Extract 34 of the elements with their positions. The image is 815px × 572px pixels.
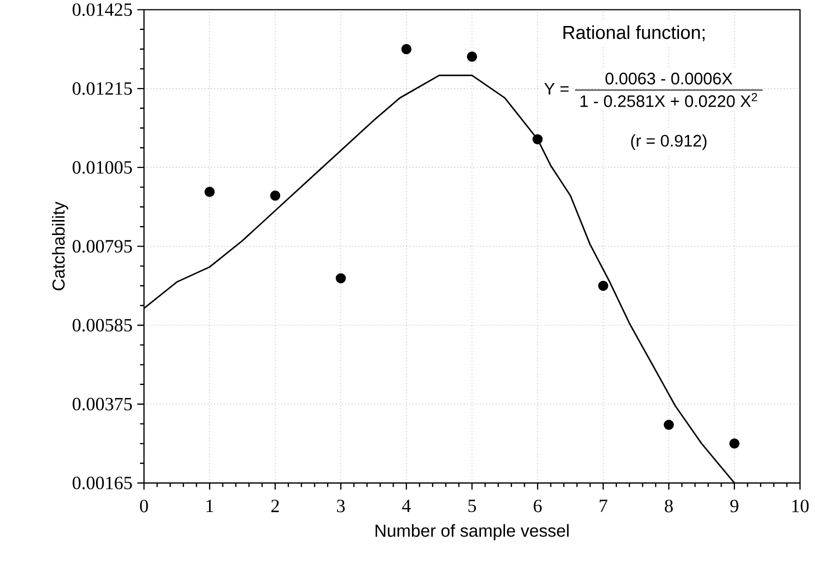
annotation: Y = [544, 82, 569, 94]
x-tick-label: 6 [534, 500, 542, 512]
annotation: 0.0063 - 0.0006X [606, 72, 732, 84]
point [598, 280, 608, 291]
point [664, 420, 674, 430]
annotation: (r = 0.912) [631, 134, 706, 150]
point [336, 273, 346, 284]
x-tick-label: 5 [468, 500, 476, 512]
x-tick-label: 4 [402, 500, 411, 512]
point [270, 190, 280, 201]
y-axis-title: Catchability [52, 202, 68, 290]
x-tick-label: 7 [600, 500, 608, 512]
annotation: 1 - 0.2581X + 0.0220 X$^{2}$ [580, 92, 758, 108]
x-tick-label: 0 [140, 500, 148, 512]
x-tick-label: 1 [206, 500, 214, 512]
x-tick-label: 10 [792, 500, 809, 512]
y-tick-label: 0.00585 [72, 318, 132, 332]
x-tick-label: 2 [271, 500, 279, 512]
x-tick-label: 9 [730, 500, 738, 512]
point [532, 134, 543, 144]
x-tick-label: 8 [664, 500, 673, 512]
y-tick-label: 0.00375 [72, 398, 132, 410]
y-tick-label: 0.01425 [72, 3, 132, 16]
x-axis-title: Number of sample vessel [376, 524, 569, 540]
point [466, 52, 478, 62]
y-tick-label: 0.01215 [72, 82, 132, 95]
annotation: Rational function; [564, 25, 705, 42]
x-tick-label: 3 [337, 500, 345, 512]
y-tick-label: 0.00165 [72, 476, 132, 490]
point [729, 438, 740, 449]
y-tick-label: 0.01005 [72, 161, 132, 174]
point [204, 186, 215, 197]
point [401, 44, 412, 54]
y-tick-label: 0.00795 [72, 240, 132, 253]
